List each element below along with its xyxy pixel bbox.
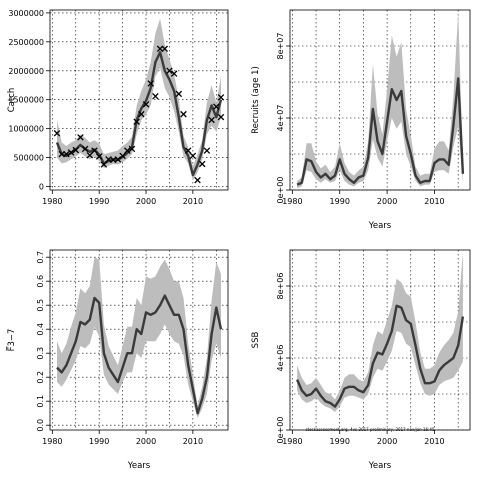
estimate-line <box>295 304 465 408</box>
confidence-band <box>297 11 463 189</box>
y-axis-title: SSB <box>251 332 261 349</box>
x-tick-label: 2010 <box>424 437 444 446</box>
y-axis-title: Recruits (age 1) <box>251 66 261 134</box>
y-tick-label: 0.6 <box>36 275 45 288</box>
y-tick-label: 4e+06 <box>276 345 285 372</box>
y-tick-label: 3000000 <box>8 9 44 18</box>
estimate-line <box>296 77 465 186</box>
observed-point <box>156 45 164 53</box>
x-tick-label: 2010 <box>183 197 203 206</box>
x-tick-label: 1980 <box>282 197 302 206</box>
y-tick-label: 1500000 <box>8 96 44 105</box>
y-tick-label: 0.0 <box>36 419 45 432</box>
y-tick-label: 0.3 <box>36 347 45 360</box>
observed-point <box>119 152 126 160</box>
y-tick-label: 2000000 <box>8 67 44 76</box>
observed-point <box>133 118 140 125</box>
y-tick-label: 0.2 <box>36 371 45 384</box>
y-tick-label: 8e+07 <box>276 33 285 60</box>
observed-point <box>53 130 61 137</box>
observed-point <box>91 147 98 154</box>
observed-point <box>208 116 215 124</box>
y-axis-title: Catch <box>7 88 17 113</box>
x-tick-label: 1990 <box>330 437 350 446</box>
x-tick-label: 1980 <box>42 437 62 446</box>
panel-fbar: 1980 1990 2000 2010 0.0 0.1 0.2 0.3 0.4 0.5 0.6 0.7… <box>5 249 229 471</box>
observed-point <box>180 110 187 118</box>
plot-frame <box>289 9 471 191</box>
observed-point <box>217 94 225 101</box>
observed-point <box>166 67 173 75</box>
observed-point <box>198 160 206 168</box>
x-tick-label: 1990 <box>330 197 350 206</box>
observed-point <box>152 92 159 100</box>
panel-catch: 1980 1990 2000 2010 0 500000 1000000 1500000 200… <box>7 9 229 206</box>
y-tick-label: 0.7 <box>36 251 45 264</box>
y-tick-label: 500000 <box>13 154 44 163</box>
observed-point <box>147 80 154 87</box>
observed-point <box>194 176 201 184</box>
observed-point <box>189 152 197 160</box>
y-tick-label: 4e+07 <box>276 105 285 132</box>
x-tick-label: 2000 <box>377 437 397 446</box>
observed-point <box>161 45 169 53</box>
observed-point <box>142 101 150 108</box>
x-axis-title: Years <box>127 461 151 471</box>
x-axis-title: Years <box>368 221 392 231</box>
x-tick-label: 1980 <box>282 437 302 446</box>
y-tick-label: 1000000 <box>8 125 44 134</box>
x-tick-label: 2000 <box>377 197 397 206</box>
observed-point <box>184 147 192 154</box>
footnote-text: stockassessment.org, 4vs-2017-preliminar… <box>305 427 435 432</box>
observed-point <box>124 147 131 154</box>
x-tick-label: 2000 <box>136 197 156 206</box>
y-tick-label: 0.4 <box>36 323 45 336</box>
observed-point <box>95 153 103 160</box>
observed-point <box>77 134 84 141</box>
x-tick-label: 2000 <box>136 437 156 446</box>
observed-point <box>217 113 225 121</box>
y-tick-label: 0e+00 <box>276 417 285 444</box>
x-axis-title: Years <box>368 461 392 471</box>
panel-ssb: 1980 1990 2000 2010 0e+00 4e+06 8e+06 Years SSB s… <box>251 249 471 471</box>
y-tick-label: 0.1 <box>36 395 45 408</box>
observed-point <box>114 156 122 163</box>
x-tick-label: 2010 <box>424 197 444 206</box>
observed-point <box>170 70 178 77</box>
y-tick-label: 0e+00 <box>276 177 285 204</box>
observed-point <box>128 145 136 153</box>
y-axis-title: F̅3−7 <box>5 329 17 352</box>
y-tick-label: 0.5 <box>36 299 45 312</box>
x-tick-label: 2010 <box>183 437 203 446</box>
y-tick-label: 0 <box>39 183 44 192</box>
observed-point <box>63 150 70 158</box>
observed-point <box>203 147 211 154</box>
observed-point <box>100 161 108 168</box>
observed-point <box>81 145 89 153</box>
observed-point <box>213 103 220 110</box>
y-tick-label: 2500000 <box>8 38 44 47</box>
observed-point <box>67 149 75 156</box>
estimate-line <box>56 294 223 415</box>
x-tick-label: 1990 <box>89 437 109 446</box>
confidence-band <box>297 251 463 412</box>
observed-point <box>72 146 80 154</box>
confidence-band <box>57 18 221 181</box>
x-tick-label: 1990 <box>89 197 109 206</box>
observed-point <box>58 150 65 158</box>
observed-point <box>175 90 183 98</box>
y-tick-label: 8e+06 <box>276 273 285 300</box>
x-tick-label: 1980 <box>42 197 62 206</box>
plot-frame <box>49 249 229 431</box>
observed-point <box>138 110 145 118</box>
confidence-band <box>57 257 221 418</box>
panel-recruits: 1980 1990 2000 2010 0e+00 4e+07 8e+07 Years Recr… <box>251 9 471 231</box>
plot-frame <box>289 249 471 431</box>
